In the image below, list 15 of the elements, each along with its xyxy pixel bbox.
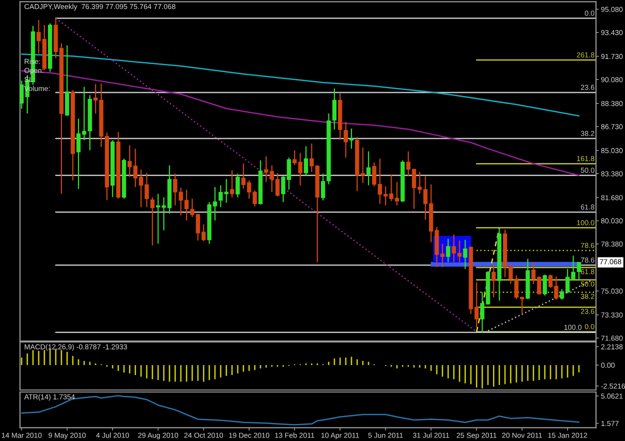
candlestick (236, 173, 240, 198)
candlestick (446, 238, 450, 263)
candlestick (349, 128, 354, 150)
candlestick (344, 121, 348, 158)
candlestick (230, 170, 234, 198)
candlestick (150, 196, 155, 246)
candlestick (332, 88, 337, 130)
candlestick (366, 150, 371, 186)
candlestick (576, 261, 582, 282)
candlestick (463, 239, 468, 270)
candlestick (304, 146, 308, 176)
candlestick (542, 274, 547, 296)
candlestick (492, 263, 496, 298)
candlestick (65, 44, 70, 116)
line-series (21, 395, 580, 426)
